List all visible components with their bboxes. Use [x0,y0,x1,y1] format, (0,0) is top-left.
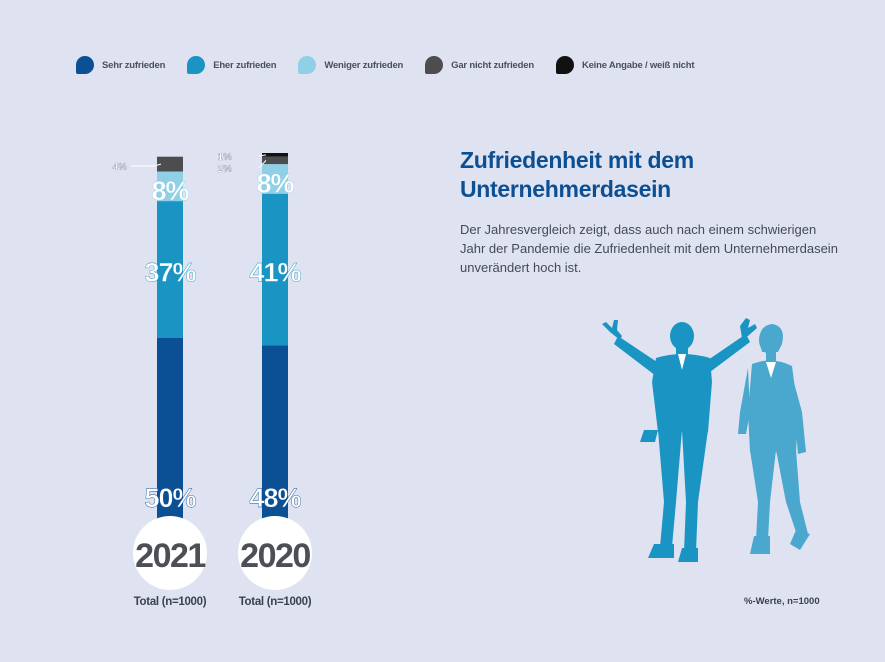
bar-segment-eher-zufrieden-2021 [157,201,183,338]
man-collar [678,354,686,370]
legend-label: Keine Angabe / weiß nicht [581,59,695,71]
legend-label: Eher zufrieden [213,59,277,71]
year-circle-2021 [133,516,207,590]
leader-line-2021 [153,163,162,167]
legend-swatch-weniger-zufrieden [298,56,317,74]
bar-segment-sehr-zufrieden-2020 [262,345,288,523]
data-label-sehr-zufrieden-2021: 50% [144,483,196,513]
category-label-2021: 2021 [135,537,205,575]
bar-segment-keine-angabe-wei-nicht-2020 [262,153,288,157]
legend-swatch-gar-nicht-zufrieden [425,56,444,74]
bar-segment-gar-nicht-zufrieden-2020 [262,156,288,165]
bar-segment-weniger-zufrieden-2020 [262,164,288,194]
bar-segment-sehr-zufrieden-2021 [157,338,183,523]
legend-swatch-sehr-zufrieden [76,56,94,74]
leader-line-2020 [258,154,267,157]
legend-label: Weniger zufrieden [324,59,404,71]
legend-swatch-eher-zufrieden [187,56,206,74]
leader-line-2020 [258,160,267,169]
woman-figure [738,324,810,554]
legend-item-weniger-zufrieden: Weniger zufrieden [298,56,403,74]
small-label-gar-nicht-zufrieden-2020: 2% [218,164,233,175]
category-sublabel-2021: Total (n=1000) [134,596,207,608]
year-circle-2020 [238,516,312,590]
legend-swatch-keine-angabe [555,56,574,74]
category-sublabel-2020: Total (n=1000) [239,596,312,608]
data-label-weniger-zufrieden-2021: 8% [151,176,189,206]
legend-item-sehr-zufrieden: Sehr zufrieden [76,56,165,74]
woman-collar [766,362,776,378]
legend: Sehr zufrieden Eher zufrieden Weniger zu… [76,56,716,74]
category-label-2020: 2020 [240,537,310,575]
footnote: %-Werte, n=1000 [744,596,820,607]
legend-label: Sehr zufrieden [102,59,166,71]
bar-segment-gar-nicht-zufrieden-2021 [157,156,183,172]
description: Der Jahresvergleich zeigt, dass auch nac… [460,222,838,275]
page-title: Zufriedenheit mit dem Unternehmerdasein [460,147,694,202]
data-label-eher-zufrieden-2020: 41% [249,258,301,288]
legend-item-gar-nicht-zufrieden: Gar nicht zufrieden [425,56,534,74]
small-label-keine-angabe-wei-nicht-2020: 1% [218,152,233,163]
bar-segment-weniger-zufrieden-2021 [157,171,183,202]
legend-item-eher-zufrieden: Eher zufrieden [187,56,277,74]
data-label-eher-zufrieden-2021: 37% [144,258,196,288]
bar-segment-eher-zufrieden-2020 [262,193,288,346]
celebrating-people-illustration [602,318,810,562]
stacked-bar-chart: 50% 37% 8% 4% 2021 Total (n=1000) 48% 41% 8% 1%2%… [112,152,312,608]
small-label-gar-nicht-zufrieden-2021: 4% [113,162,128,173]
data-label-weniger-zufrieden-2020: 8% [256,169,294,199]
legend-item-keine-angabe: Keine Angabe / weiß nicht [555,56,695,74]
man-figure [602,318,757,562]
data-label-sehr-zufrieden-2020: 48% [249,483,301,513]
legend-label: Gar nicht zufrieden [451,59,534,71]
